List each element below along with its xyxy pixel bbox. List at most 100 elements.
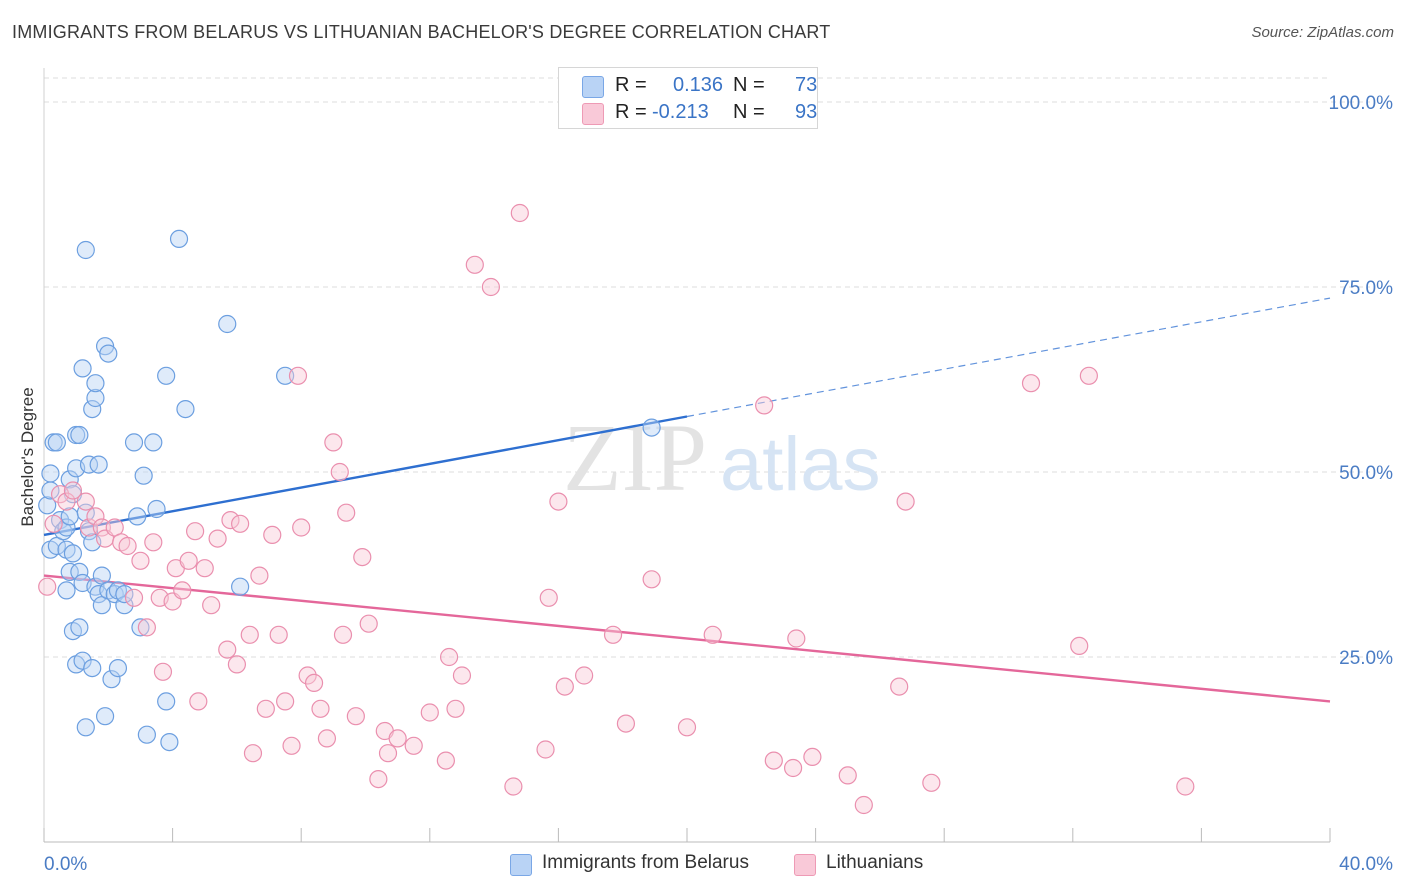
data-point-pink [603,625,623,644]
data-point-pink [137,618,156,637]
data-point-pink [221,510,240,530]
data-point-pink [346,707,365,726]
data-point-pink [202,596,221,615]
data-point-blue [70,618,89,637]
data-point-pink [481,277,500,297]
data-point-blue [70,562,89,582]
data-point-blue [115,584,134,604]
data-point-pink [465,255,484,274]
data-point-pink [504,777,523,796]
legend-swatch-pink [794,854,816,876]
data-point-pink [311,699,330,718]
legend-r-value: -0.213 [652,101,709,123]
data-point-blue [76,240,95,260]
data-point-pink [38,577,57,596]
data-point-pink [195,559,214,578]
data-point-blue [79,455,99,474]
data-point-blue [57,581,76,600]
data-point-blue [218,314,237,334]
data-point-pink [510,203,529,223]
data-point-blue [128,507,147,526]
data-point-pink [353,547,372,567]
data-point-blue [102,670,121,689]
legend-r-value: 0.136 [673,74,724,96]
data-point-pink [79,518,99,537]
data-point-pink [555,677,574,696]
data-point-blue [83,658,102,678]
data-point-pink [131,551,150,570]
data-point-pink [783,758,803,778]
data-point-blue [157,692,176,711]
data-point-pink [263,525,282,545]
data-point-pink [324,433,343,452]
data-point-pink [803,747,822,767]
data-point-pink [240,625,259,644]
data-point-pink [575,666,594,685]
data-point-pink [439,647,459,667]
data-point-pink [250,566,269,585]
data-point-pink [1070,636,1089,656]
data-point-pink [144,533,163,552]
data-point-blue [642,418,661,437]
data-point-pink [276,692,295,711]
data-point-pink [218,640,237,659]
data-point-pink [86,507,105,526]
data-point-pink [854,795,873,815]
data-point-pink [787,629,806,648]
data-point-blue [41,464,60,483]
data-point-pink [1079,366,1098,385]
chart-title: IMMIGRANTS FROM BELARUS VS LITHUANIAN BA… [12,22,831,42]
data-point-pink [231,514,250,533]
data-point-blue [137,725,156,744]
data-point-pink [282,736,301,755]
data-point-blue [124,433,144,452]
y-tick-label: 75.0% [1339,278,1393,299]
data-point-blue [157,366,176,385]
data-point-pink [256,699,275,718]
data-point-pink [764,751,783,770]
data-point-pink [189,692,208,711]
data-point-blue [89,584,108,604]
data-point-pink [420,703,439,722]
stats-legend: R = 0.136 N = 73 R = -0.213 N = 93 [558,67,818,129]
trend-extension-blue [686,297,1331,418]
data-point-blue [108,658,128,678]
data-point-blue [70,425,89,445]
data-point-blue [60,470,79,489]
data-point-pink [118,536,137,556]
data-point-blue [231,577,250,596]
legend-swatch-blue [582,76,604,98]
trend-line-pink [43,574,1331,703]
data-point-blue [38,496,57,515]
data-point-blue [134,466,153,485]
data-point-pink [333,625,353,644]
data-point-pink [330,462,349,482]
data-point-pink [539,588,558,607]
data-point-blue [73,651,92,670]
data-point-blue [131,618,150,637]
data-point-pink [227,655,246,674]
data-point-pink [896,492,915,511]
data-point-pink [755,396,774,415]
data-point-pink [288,366,308,385]
data-point-pink [1021,374,1041,393]
data-point-blue [86,388,105,408]
x-tick-label: 0.0% [44,854,87,875]
data-point-pink [298,666,317,685]
data-point-pink [642,570,661,589]
data-point-pink [92,518,111,537]
data-point-pink [63,481,83,500]
data-point-pink [452,666,472,685]
y-axis-label: Bachelor's Degree [18,387,37,526]
chart-source: Source: ZipAtlas.com [1251,24,1394,41]
data-point-pink [153,662,173,681]
data-point-blue [99,344,118,363]
data-point-pink [243,744,263,763]
data-point-blue [95,707,115,726]
data-point-blue [169,229,189,248]
data-point-pink [44,514,63,533]
watermark: ZIP atlas [563,404,881,511]
watermark-zip: ZIP [563,404,707,511]
data-point-blue [176,400,195,419]
